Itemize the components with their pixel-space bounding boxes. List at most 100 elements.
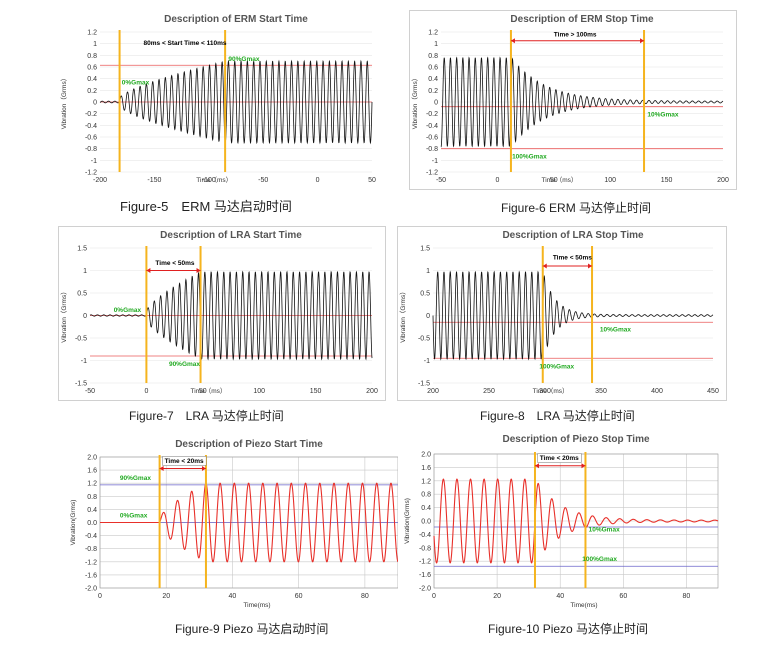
y-tick-label: -2.0 — [419, 586, 431, 593]
chart-title: Description of LRA Start Time — [160, 230, 302, 241]
x-tick-label: 300 — [539, 388, 551, 395]
chart-annotation: 0%Gmax — [114, 307, 142, 314]
y-tick-label: 1.5 — [77, 246, 87, 253]
annotation-box — [537, 453, 582, 463]
figure-caption: Figure-5 ERM 马达启动时间 — [120, 199, 292, 214]
y-tick-label: 0.4 — [428, 76, 438, 83]
y-tick-label: 1 — [93, 41, 97, 48]
waveform-series — [100, 482, 398, 563]
x-tick-label: 20 — [162, 593, 170, 600]
x-tick-label: 350 — [595, 388, 607, 395]
y-tick-label: -0.6 — [85, 135, 97, 142]
chart-svg: Description of ERM Start Time -1.2 -1 -0.8 -… — [60, 14, 376, 184]
x-tick-label: 100 — [604, 177, 616, 184]
figure-caption: Figure-9 Piezo 马达启动时间 — [175, 622, 329, 636]
x-tick-label: 200 — [427, 388, 439, 395]
x-tick-label: -50 — [258, 177, 268, 184]
x-tick-label: 450 — [707, 388, 719, 395]
y-tick-label: 0 — [93, 100, 97, 107]
chart-svg: Description of LRA Start Time -1.5 -1 -0.5 0… — [58, 226, 386, 401]
x-tick-label: 50 — [368, 177, 376, 184]
y-tick-label: 2.0 — [87, 455, 97, 462]
chart-annotation: 90%Gmax — [228, 56, 259, 63]
arrow-head-right — [201, 465, 206, 471]
x-axis-label: Time（ms） — [542, 176, 578, 184]
chart-frame — [397, 226, 727, 401]
chart-annotation: Time > 100ms — [554, 32, 597, 39]
y-tick-label: -0.5 — [418, 336, 430, 343]
chart-title: Description of Piezo Stop Time — [502, 434, 649, 445]
y-tick-label: 0.8 — [87, 494, 97, 501]
y-tick-label: 1 — [434, 41, 438, 48]
y-tick-label: -0.8 — [85, 146, 97, 153]
y-tick-label: 1.5 — [420, 246, 430, 253]
y-tick-label: -1.6 — [85, 572, 97, 579]
x-tick-label: 50 — [199, 388, 207, 395]
y-tick-label: -1.5 — [418, 381, 430, 388]
y-tick-label: 0.4 — [87, 76, 97, 83]
y-tick-label: 1.2 — [87, 30, 97, 37]
y-axis-label: Vibration（Grms） — [399, 288, 407, 342]
y-tick-label: 0.8 — [87, 53, 97, 60]
chart-annotation: 0%Gmax — [120, 513, 148, 520]
chart-title: Description of Piezo Start Time — [175, 439, 323, 450]
x-tick-label: 0 — [144, 388, 148, 395]
y-tick-label: 0.8 — [421, 492, 431, 499]
figure-caption: Figure-6 ERM 马达停止时间 — [501, 201, 652, 215]
y-tick-label: 0 — [83, 313, 87, 320]
y-tick-label: -0.8 — [419, 545, 431, 552]
x-tick-label: 250 — [483, 388, 495, 395]
y-tick-label: -0.5 — [75, 336, 87, 343]
erm-start-chart: Description of ERM Start Time -1.2 -1 -0.8 -… — [58, 10, 386, 190]
chart-annotation: 100%Gmax — [539, 364, 574, 371]
x-tick-label: 400 — [651, 388, 663, 395]
arrow-head-left — [159, 465, 164, 471]
chart-annotation: 100%Gmax — [582, 556, 617, 563]
chart-annotation: Time < 20ms — [165, 458, 204, 465]
y-tick-label: 1 — [83, 268, 87, 275]
x-tick-label: 0 — [98, 593, 102, 600]
y-tick-label: -0.6 — [426, 135, 438, 142]
y-tick-label: 2.0 — [421, 452, 431, 459]
y-tick-label: 1 — [426, 268, 430, 275]
arrow-head-left — [510, 38, 515, 44]
arrow-head-left — [542, 263, 547, 269]
y-tick-label: -0.4 — [426, 123, 438, 130]
chart-annotation: 0%Gmax — [122, 80, 150, 87]
erm-stop-chart: Description of ERM Stop Time -1.2 -1 -0.8 -0… — [409, 10, 737, 190]
x-tick-label: -100 — [202, 177, 216, 184]
y-tick-label: 0.6 — [87, 65, 97, 72]
y-tick-label: 1.6 — [87, 468, 97, 475]
waveform-series — [440, 56, 724, 148]
chart-annotation: 100%Gmax — [512, 154, 547, 161]
chart-annotation: 10%Gmax — [589, 527, 620, 534]
y-tick-label: -2.0 — [85, 586, 97, 593]
x-tick-label: 40 — [556, 593, 564, 600]
y-axis-label: Vibration（Grms） — [60, 288, 68, 342]
chart-svg: Description of Piezo Start Time -2.0 -1.6 -… — [70, 439, 398, 609]
chart-title: Description of ERM Start Time — [164, 14, 308, 25]
figure-caption: Figure-10 Piezo 马达停止时间 — [488, 622, 649, 636]
waveform-series — [433, 478, 719, 564]
x-tick-label: 0 — [432, 593, 436, 600]
y-tick-label: -0.4 — [85, 123, 97, 130]
arrow-head-left — [146, 268, 151, 273]
x-tick-label: -200 — [93, 177, 107, 184]
x-tick-label: 80 — [361, 593, 369, 600]
x-axis-label: Time(ms) — [570, 602, 597, 609]
x-tick-label: 40 — [229, 593, 237, 600]
y-tick-label: 0.8 — [428, 53, 438, 60]
x-tick-label: 80 — [683, 593, 691, 600]
chart-annotation: 80ms < Start Time < 110ms — [144, 40, 227, 47]
x-tick-label: -50 — [436, 177, 446, 184]
y-tick-label: -1 — [81, 358, 87, 365]
y-axis-label: Vibration(Grms) — [70, 500, 77, 546]
y-tick-label: -1.2 — [85, 559, 97, 566]
chart-svg: Description of Piezo Stop Time -2.0 -1.6 -1… — [404, 434, 719, 609]
figure-caption: Figure-8 LRA 马达停止时间 — [480, 409, 635, 423]
y-tick-label: 0.4 — [421, 505, 431, 512]
y-tick-label: -0.4 — [85, 533, 97, 540]
y-tick-label: 0.2 — [428, 88, 438, 95]
arrow-head-right — [196, 268, 201, 273]
x-tick-label: 100 — [253, 388, 265, 395]
